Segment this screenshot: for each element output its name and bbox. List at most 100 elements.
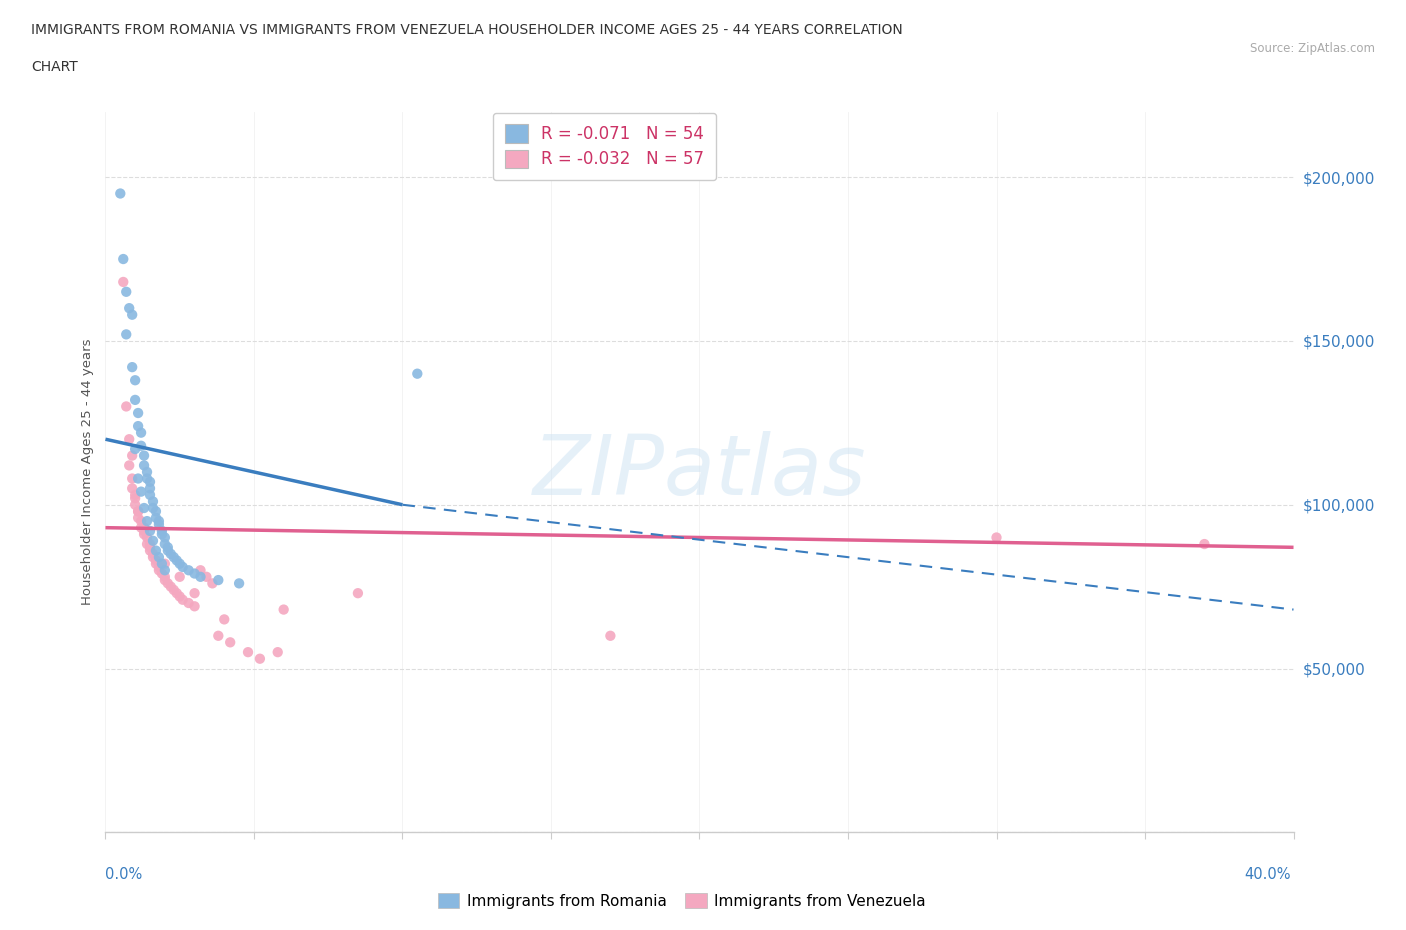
Point (115, 285, 138, 299)
Point (190, 569, 212, 584)
Point (148, 563, 170, 578)
Point (129, 425, 152, 440)
Point (132, 526, 155, 541)
Point (139, 481, 162, 496)
Text: Source: ZipAtlas.com: Source: ZipAtlas.com (1250, 42, 1375, 55)
Point (121, 472, 143, 486)
Point (145, 556, 167, 571)
Point (153, 530, 176, 545)
Point (129, 520, 152, 535)
Point (163, 582, 186, 597)
Point (153, 556, 176, 571)
Text: 0.0%: 0.0% (105, 867, 142, 882)
Point (115, 399, 138, 414)
Point (139, 524, 162, 538)
Point (136, 537, 159, 551)
Point (219, 635, 242, 650)
Point (169, 589, 191, 604)
Point (142, 547, 165, 562)
Point (166, 586, 188, 601)
Point (1194, 537, 1216, 551)
Point (267, 644, 290, 659)
Point (172, 560, 194, 575)
Point (159, 547, 181, 562)
Point (273, 602, 295, 617)
Point (145, 511, 167, 525)
Point (127, 418, 149, 433)
Point (132, 524, 155, 538)
Point (183, 586, 205, 601)
Point (190, 563, 212, 578)
Point (150, 524, 173, 538)
Point (124, 487, 146, 502)
Legend: Immigrants from Romania, Immigrants from Venezuela: Immigrants from Romania, Immigrants from… (432, 887, 932, 915)
Point (228, 576, 250, 591)
Point (132, 520, 155, 535)
Point (148, 517, 170, 532)
Point (124, 498, 146, 512)
Point (201, 576, 224, 591)
Point (148, 550, 170, 565)
Point (406, 366, 429, 381)
Point (132, 500, 155, 515)
Point (132, 458, 155, 472)
Point (148, 560, 170, 575)
Text: IMMIGRANTS FROM ROMANIA VS IMMIGRANTS FROM VENEZUELA HOUSEHOLDER INCOME AGES 25 : IMMIGRANTS FROM ROMANIA VS IMMIGRANTS FR… (31, 23, 903, 37)
Point (118, 458, 141, 472)
Point (124, 392, 146, 407)
Point (153, 537, 176, 551)
Point (150, 526, 173, 541)
Point (166, 553, 188, 568)
Point (121, 307, 143, 322)
Point (172, 592, 194, 607)
Point (599, 629, 621, 644)
Point (110, 186, 132, 201)
Point (118, 300, 141, 315)
Point (183, 566, 205, 581)
Point (139, 540, 162, 555)
Point (207, 629, 229, 644)
Point (169, 569, 191, 584)
Point (214, 612, 236, 627)
Point (124, 491, 146, 506)
Point (156, 540, 179, 555)
Point (249, 651, 271, 666)
Text: ZIPatlas: ZIPatlas (533, 432, 866, 512)
Point (136, 465, 159, 480)
Point (183, 599, 205, 614)
Point (121, 481, 143, 496)
Point (145, 504, 167, 519)
Point (129, 438, 152, 453)
Point (118, 432, 141, 446)
Point (153, 563, 176, 578)
Y-axis label: Householder Income Ages 25 - 44 years: Householder Income Ages 25 - 44 years (82, 339, 94, 605)
Point (121, 448, 143, 463)
Point (115, 327, 138, 342)
Point (127, 472, 149, 486)
Point (156, 543, 179, 558)
Point (156, 576, 179, 591)
Point (112, 252, 135, 267)
Legend: R = -0.071   N = 54, R = -0.032   N = 57: R = -0.071 N = 54, R = -0.032 N = 57 (494, 113, 716, 180)
Text: 40.0%: 40.0% (1244, 867, 1291, 882)
Point (129, 513, 152, 528)
Point (142, 500, 165, 515)
Point (127, 504, 149, 519)
Point (207, 573, 229, 588)
Point (136, 530, 159, 545)
Point (153, 569, 176, 584)
Point (127, 504, 149, 519)
Point (139, 487, 162, 502)
Point (148, 513, 170, 528)
Text: CHART: CHART (31, 60, 77, 74)
Point (145, 543, 167, 558)
Point (129, 485, 152, 499)
Point (177, 595, 200, 610)
Point (236, 644, 259, 659)
Point (121, 360, 143, 375)
Point (145, 553, 167, 568)
Point (127, 511, 149, 525)
Point (112, 274, 135, 289)
Point (150, 556, 173, 571)
Point (132, 448, 155, 463)
